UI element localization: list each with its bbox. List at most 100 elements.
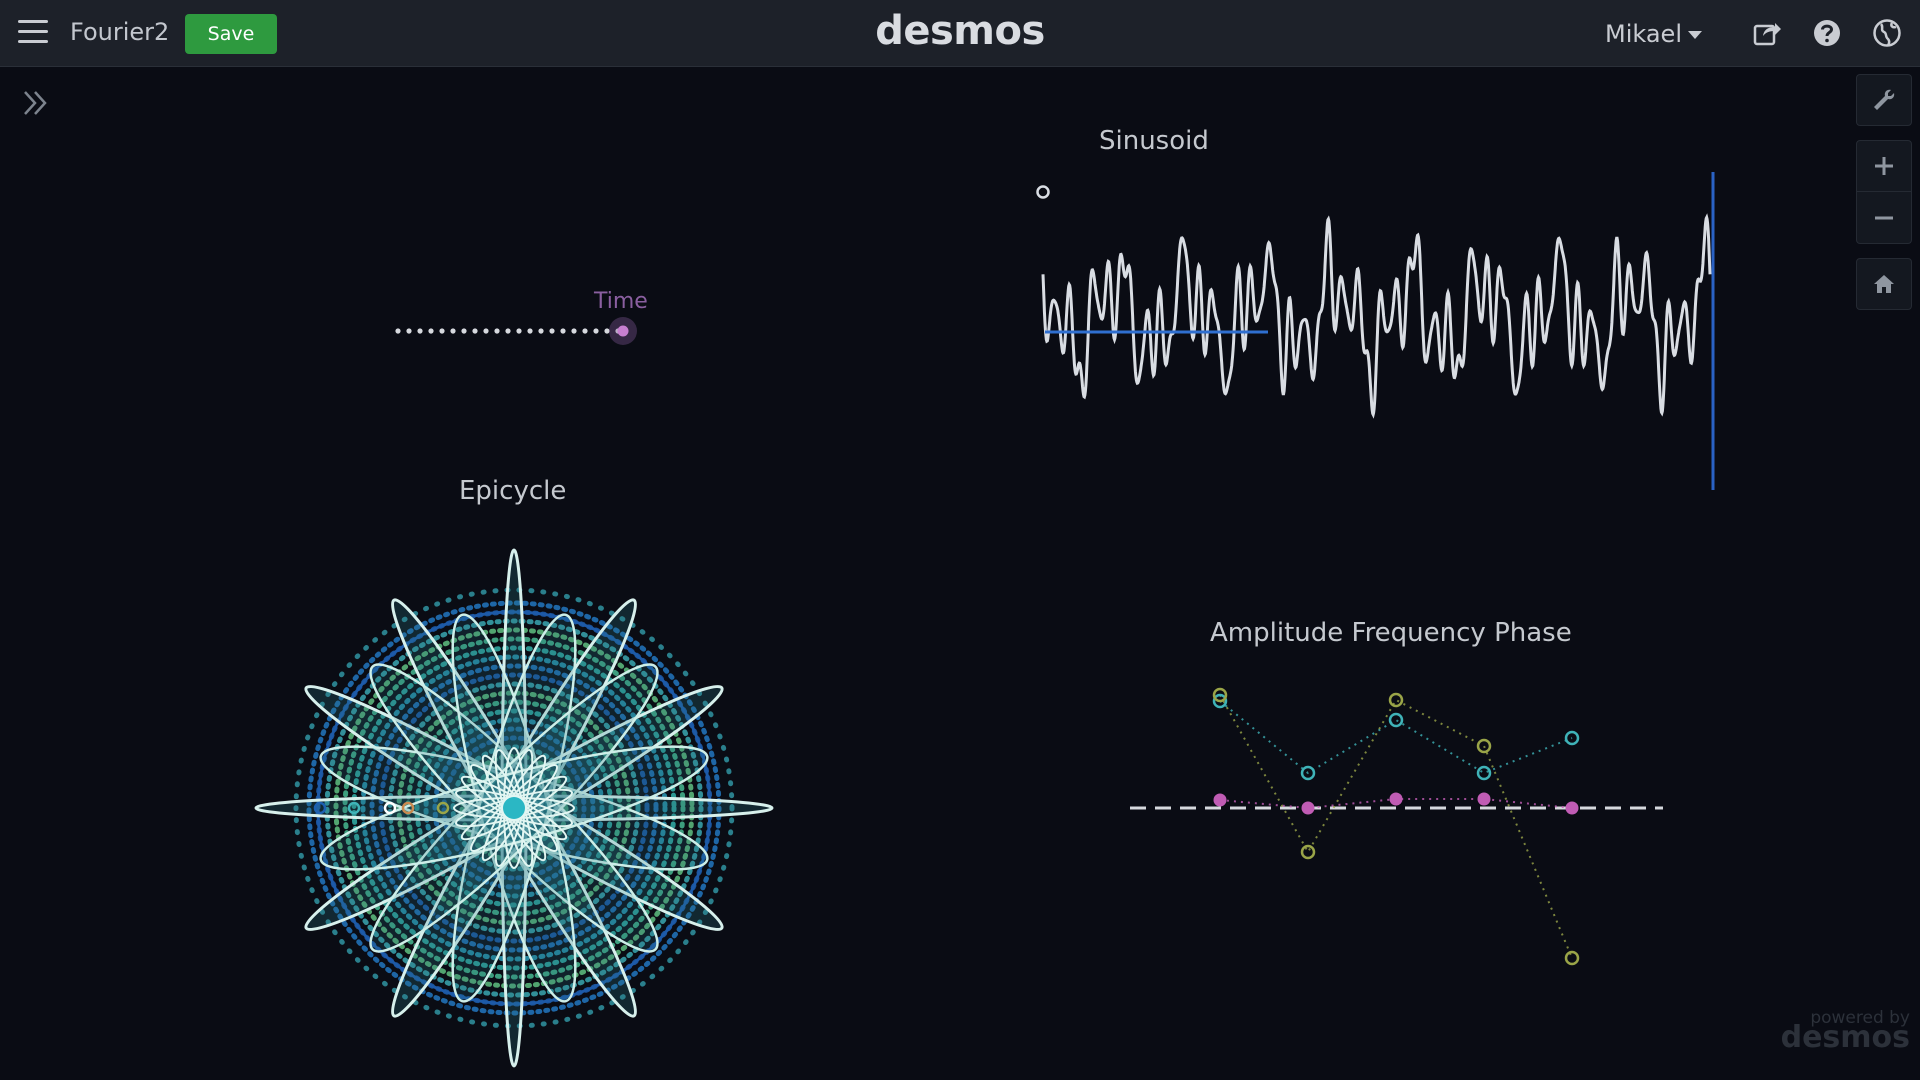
slider-track-dot	[406, 328, 412, 334]
slider-track-dot	[527, 328, 533, 334]
epicycle-ring	[468, 762, 560, 854]
epicycle-center	[503, 797, 525, 819]
epicycle-petal	[500, 548, 528, 1068]
share-icon[interactable]	[1752, 18, 1782, 48]
epicycle-figure	[254, 548, 774, 1068]
slider-track-dot	[593, 328, 599, 334]
help-icon[interactable]	[1812, 18, 1842, 48]
epicycle-ring	[315, 609, 713, 1007]
epicycle-petal	[390, 598, 638, 1018]
sinusoid-line	[1041, 213, 1712, 419]
desmos-logo: desmos	[875, 8, 1045, 54]
slider-handle-halo	[609, 317, 637, 345]
save-button[interactable]: Save	[185, 14, 277, 54]
graph-title[interactable]: Fourier2	[70, 18, 170, 46]
epicycle-ring	[324, 618, 704, 998]
slider-track-dot	[483, 328, 489, 334]
epicycle-petal	[390, 598, 638, 1018]
slider-track-dot	[417, 328, 423, 334]
epicycle-ring	[432, 726, 596, 890]
epicycle-ring	[477, 771, 551, 845]
slider-track-dot	[428, 328, 434, 334]
plus-icon	[1875, 157, 1893, 175]
epicycle-ring	[333, 627, 695, 989]
hamburger-menu-icon[interactable]	[18, 20, 48, 46]
powered-by-logo: desmos	[1780, 1020, 1910, 1055]
slider-track-dot	[494, 328, 500, 334]
sinusoid-label: Sinusoid	[1099, 126, 1209, 156]
epicycle-outer-dots	[293, 587, 735, 1029]
epicycle-rosette	[469, 763, 559, 853]
epicycle-rosette	[481, 754, 547, 862]
user-menu[interactable]: Mikael	[1605, 20, 1702, 48]
spectrum-label: Amplitude Frequency Phase	[1210, 618, 1572, 648]
phase-line	[1219, 694, 1573, 959]
globe-icon[interactable]	[1872, 18, 1902, 48]
epicycle-petal	[451, 613, 577, 1003]
amplitude-line	[1219, 798, 1573, 810]
phase-point	[1212, 687, 1228, 703]
epicycle-petal	[451, 613, 577, 1003]
sinusoid-start-point	[1036, 185, 1050, 199]
time-slider[interactable]	[395, 317, 637, 345]
epicycle-ring	[423, 717, 605, 899]
epicycle-petal	[254, 794, 774, 822]
phase-point	[1300, 844, 1316, 860]
epicycle-rosette	[460, 775, 568, 841]
epicycle-ring	[351, 645, 677, 971]
powered-by-desmos: powered by desmos	[1775, 1008, 1910, 1055]
epicycle-point	[436, 801, 450, 815]
epicycle-ring	[387, 681, 641, 935]
epicycle-rosette	[494, 748, 534, 868]
slider-track-dot	[395, 328, 401, 334]
epicycle-petal	[304, 684, 724, 932]
slider-handle	[617, 325, 629, 337]
epicycle-ring	[378, 672, 650, 944]
epicycle-ring	[450, 744, 578, 872]
phase-point	[1476, 738, 1492, 754]
amplitude-point	[1301, 801, 1315, 815]
epicycle-point	[401, 801, 415, 815]
epicycle-ring	[486, 780, 542, 836]
epicycle-rosette	[453, 797, 575, 819]
epicycle-ring	[342, 636, 686, 980]
epicycle-petal	[304, 684, 724, 932]
slider-track-dot	[538, 328, 544, 334]
epicycle-rosette	[454, 788, 574, 828]
epicycle-rosette	[494, 748, 534, 868]
epicycle-point	[313, 801, 327, 815]
graph-controls	[1856, 74, 1912, 310]
slider-track-dot	[461, 328, 467, 334]
powered-by-text: powered by	[1810, 1008, 1910, 1028]
zoom-in-button[interactable]	[1856, 140, 1912, 192]
user-name: Mikael	[1605, 20, 1682, 48]
epicycle-point	[347, 801, 361, 815]
slider-track-dot	[472, 328, 478, 334]
frequency-line	[1219, 700, 1573, 775]
slider-track-dot	[604, 328, 610, 334]
chevron-down-icon	[1688, 31, 1702, 39]
time-slider-label: Time	[594, 289, 648, 314]
epicycle-label: Epicycle	[459, 476, 567, 506]
zoom-out-button[interactable]	[1856, 192, 1912, 244]
frequency-point	[1300, 765, 1316, 781]
phase-point	[1564, 950, 1580, 966]
epicycle-petal	[319, 745, 709, 871]
epicycle-point	[383, 801, 397, 815]
phase-point	[1388, 692, 1404, 708]
epicycle-ring	[459, 753, 569, 863]
epicycle-rosette	[460, 775, 568, 841]
epicycle-ring	[306, 600, 722, 1016]
slider-track-dot	[516, 328, 522, 334]
frequency-point	[1212, 693, 1228, 709]
sinusoid-curve	[1036, 172, 1715, 490]
default-viewport-button[interactable]	[1856, 258, 1912, 310]
slider-track-dot	[439, 328, 445, 334]
slider-track-dot	[450, 328, 456, 334]
double-chevron-right-icon[interactable]	[20, 88, 52, 118]
graph-settings-button[interactable]	[1856, 74, 1912, 126]
slider-track-dot	[615, 328, 621, 334]
epicycle-rosette	[481, 754, 547, 862]
home-icon	[1874, 275, 1894, 293]
